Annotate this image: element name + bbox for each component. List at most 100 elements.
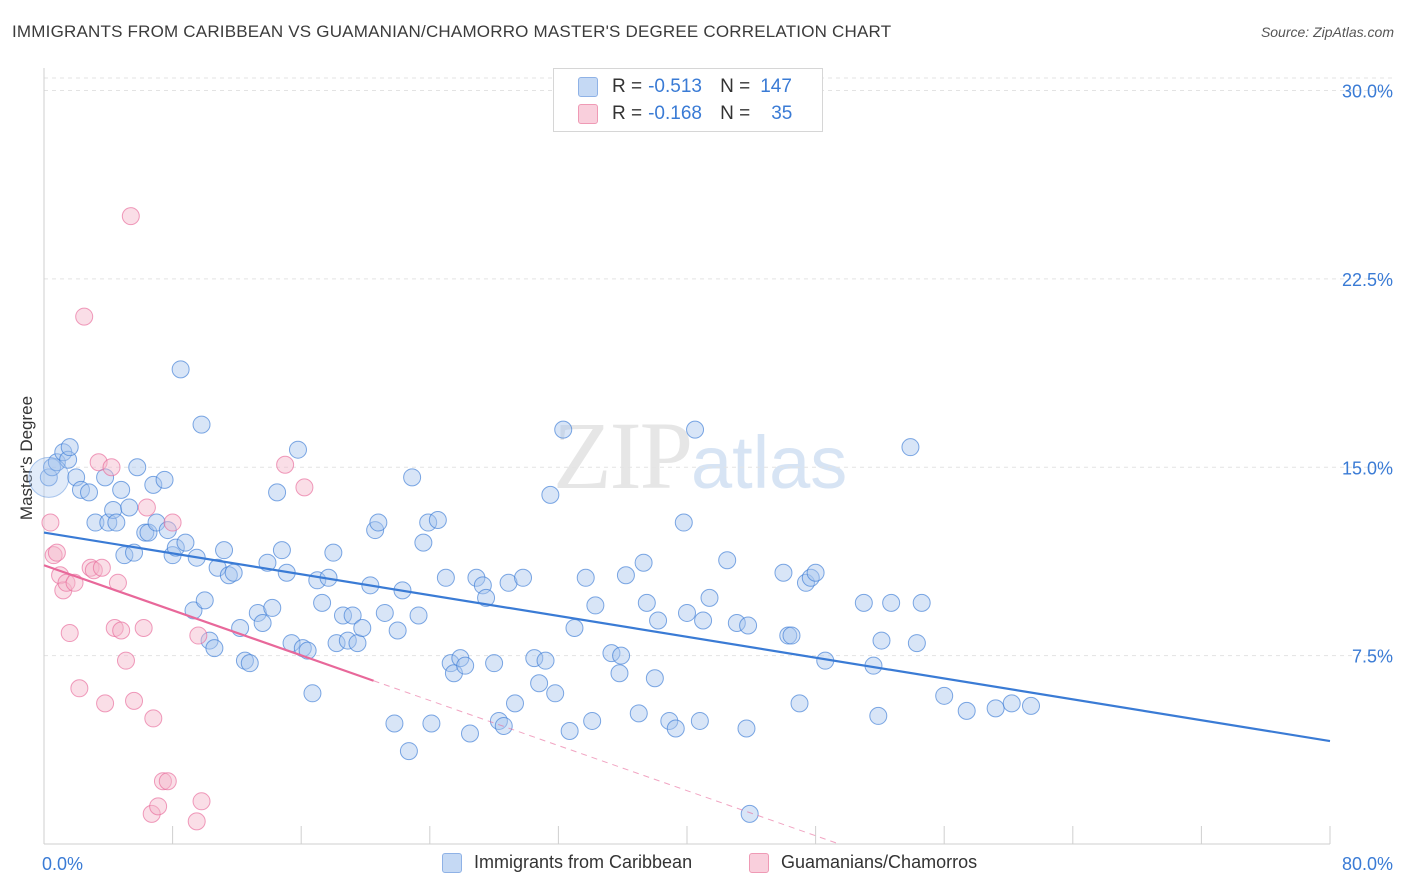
caribbean-point bbox=[694, 611, 713, 630]
caribbean-point bbox=[467, 568, 486, 587]
caribbean-point bbox=[634, 553, 653, 572]
y-tick-label: 30.0% bbox=[1342, 82, 1393, 102]
caribbean-point bbox=[205, 639, 224, 658]
guamanian-point bbox=[125, 691, 144, 710]
legend-item-caribbean[interactable]: Immigrants from Caribbean bbox=[442, 852, 692, 873]
guamanian-point bbox=[47, 543, 66, 562]
caribbean-point bbox=[343, 606, 362, 625]
caribbean-point bbox=[854, 593, 873, 612]
guamanian-point bbox=[41, 513, 60, 532]
caribbean-point bbox=[546, 684, 565, 703]
guamanian-point bbox=[121, 207, 140, 226]
caribbean-point bbox=[907, 634, 926, 653]
stats-legend-row: R = -0.513 N = 147 bbox=[578, 74, 792, 100]
guamanian-point bbox=[187, 812, 206, 831]
caribbean-point bbox=[456, 656, 475, 675]
caribbean-point bbox=[737, 719, 756, 738]
caribbean-point bbox=[1022, 696, 1041, 715]
caribbean-point bbox=[235, 651, 254, 670]
caribbean-point bbox=[120, 498, 139, 517]
caribbean-point bbox=[369, 513, 388, 532]
caribbean-point bbox=[912, 593, 931, 612]
guamanian-point bbox=[276, 455, 295, 474]
caribbean-point bbox=[686, 420, 705, 439]
caribbean-point bbox=[514, 568, 533, 587]
watermark-zip: ZIP bbox=[553, 402, 693, 509]
guamanian-point bbox=[60, 624, 79, 643]
y-axis-label: Master's Degree bbox=[17, 396, 36, 520]
caribbean-point bbox=[678, 603, 696, 622]
caribbean-point bbox=[192, 415, 211, 434]
caribbean-point bbox=[43, 458, 62, 477]
watermark-atlas: atlas bbox=[691, 421, 848, 504]
guamanian-point bbox=[92, 558, 111, 577]
caribbean-point bbox=[388, 621, 407, 640]
legend-item-guamanian[interactable]: Guamanians/Chamorros bbox=[749, 852, 977, 873]
caribbean-point bbox=[215, 541, 234, 560]
caribbean-point bbox=[530, 674, 549, 693]
legend-swatch-caribbean bbox=[442, 852, 462, 873]
guamanian-point bbox=[96, 694, 115, 713]
caribbean-point bbox=[208, 558, 227, 577]
guamanian-point bbox=[134, 619, 153, 638]
caribbean-point bbox=[477, 588, 496, 607]
n-value: 147 bbox=[760, 76, 792, 97]
caribbean-point bbox=[612, 646, 631, 665]
caribbean-point bbox=[147, 513, 166, 532]
caribbean-point bbox=[901, 438, 920, 457]
caribbean-point bbox=[489, 711, 508, 730]
caribbean-point bbox=[219, 566, 238, 585]
caribbean-point bbox=[60, 438, 79, 457]
caribbean-point bbox=[409, 606, 428, 625]
r-value: -0.168 bbox=[648, 103, 702, 124]
legend-label: Immigrants from Caribbean bbox=[474, 852, 693, 872]
caribbean-point bbox=[166, 538, 185, 557]
caribbean-point bbox=[616, 566, 635, 585]
guamanian-point bbox=[189, 626, 208, 645]
caribbean-point bbox=[637, 593, 656, 612]
caribbean-point bbox=[882, 593, 901, 612]
y-tick-label: 7.5% bbox=[1352, 647, 1393, 667]
caribbean-point bbox=[666, 719, 685, 738]
caribbean-point bbox=[436, 568, 455, 587]
caribbean-point bbox=[414, 533, 433, 552]
caribbean-point bbox=[112, 480, 131, 499]
caribbean-point bbox=[645, 669, 664, 688]
x-tick-label: 0.0% bbox=[42, 854, 83, 874]
legend-swatch-guamanian bbox=[749, 852, 769, 873]
caribbean-point bbox=[869, 706, 888, 725]
caribbean-point bbox=[353, 619, 372, 638]
caribbean-point bbox=[957, 701, 976, 720]
x-tick-label: 80.0% bbox=[1342, 854, 1393, 874]
caribbean-point bbox=[80, 483, 99, 502]
caribbean-point bbox=[872, 631, 891, 650]
caribbean-point bbox=[790, 694, 809, 713]
caribbean-point bbox=[348, 634, 367, 653]
guamanian-point bbox=[153, 772, 172, 791]
legend-swatch-caribbean bbox=[578, 77, 598, 97]
n-label: N = bbox=[720, 76, 751, 97]
stats-legend-row: R = -0.168 N = 35 bbox=[578, 101, 792, 127]
n-value: 35 bbox=[771, 103, 793, 124]
y-tick-label: 22.5% bbox=[1342, 270, 1393, 290]
guamanian-point bbox=[44, 546, 63, 565]
caribbean-point bbox=[690, 711, 709, 730]
caribbean-point bbox=[554, 420, 573, 439]
y-tick-label: 15.0% bbox=[1342, 458, 1393, 478]
r-value: -0.513 bbox=[648, 76, 702, 97]
caribbean-point bbox=[485, 654, 504, 673]
stats-legend: R = -0.513 N = 147 R = -0.168 N = 35 bbox=[553, 68, 823, 132]
caribbean-point bbox=[782, 626, 801, 645]
caribbean-point bbox=[727, 613, 746, 632]
caribbean-point bbox=[460, 724, 479, 743]
caribbean-point bbox=[176, 533, 195, 552]
caribbean-point bbox=[565, 619, 584, 638]
caribbean-point bbox=[128, 458, 147, 477]
caribbean-point bbox=[1002, 694, 1021, 713]
caribbean-point bbox=[28, 456, 70, 498]
guamanian-point bbox=[149, 797, 168, 816]
caribbean-point bbox=[47, 453, 66, 472]
guamanian-point bbox=[102, 458, 121, 477]
caribbean-point bbox=[610, 664, 629, 683]
caribbean-point bbox=[629, 704, 648, 723]
